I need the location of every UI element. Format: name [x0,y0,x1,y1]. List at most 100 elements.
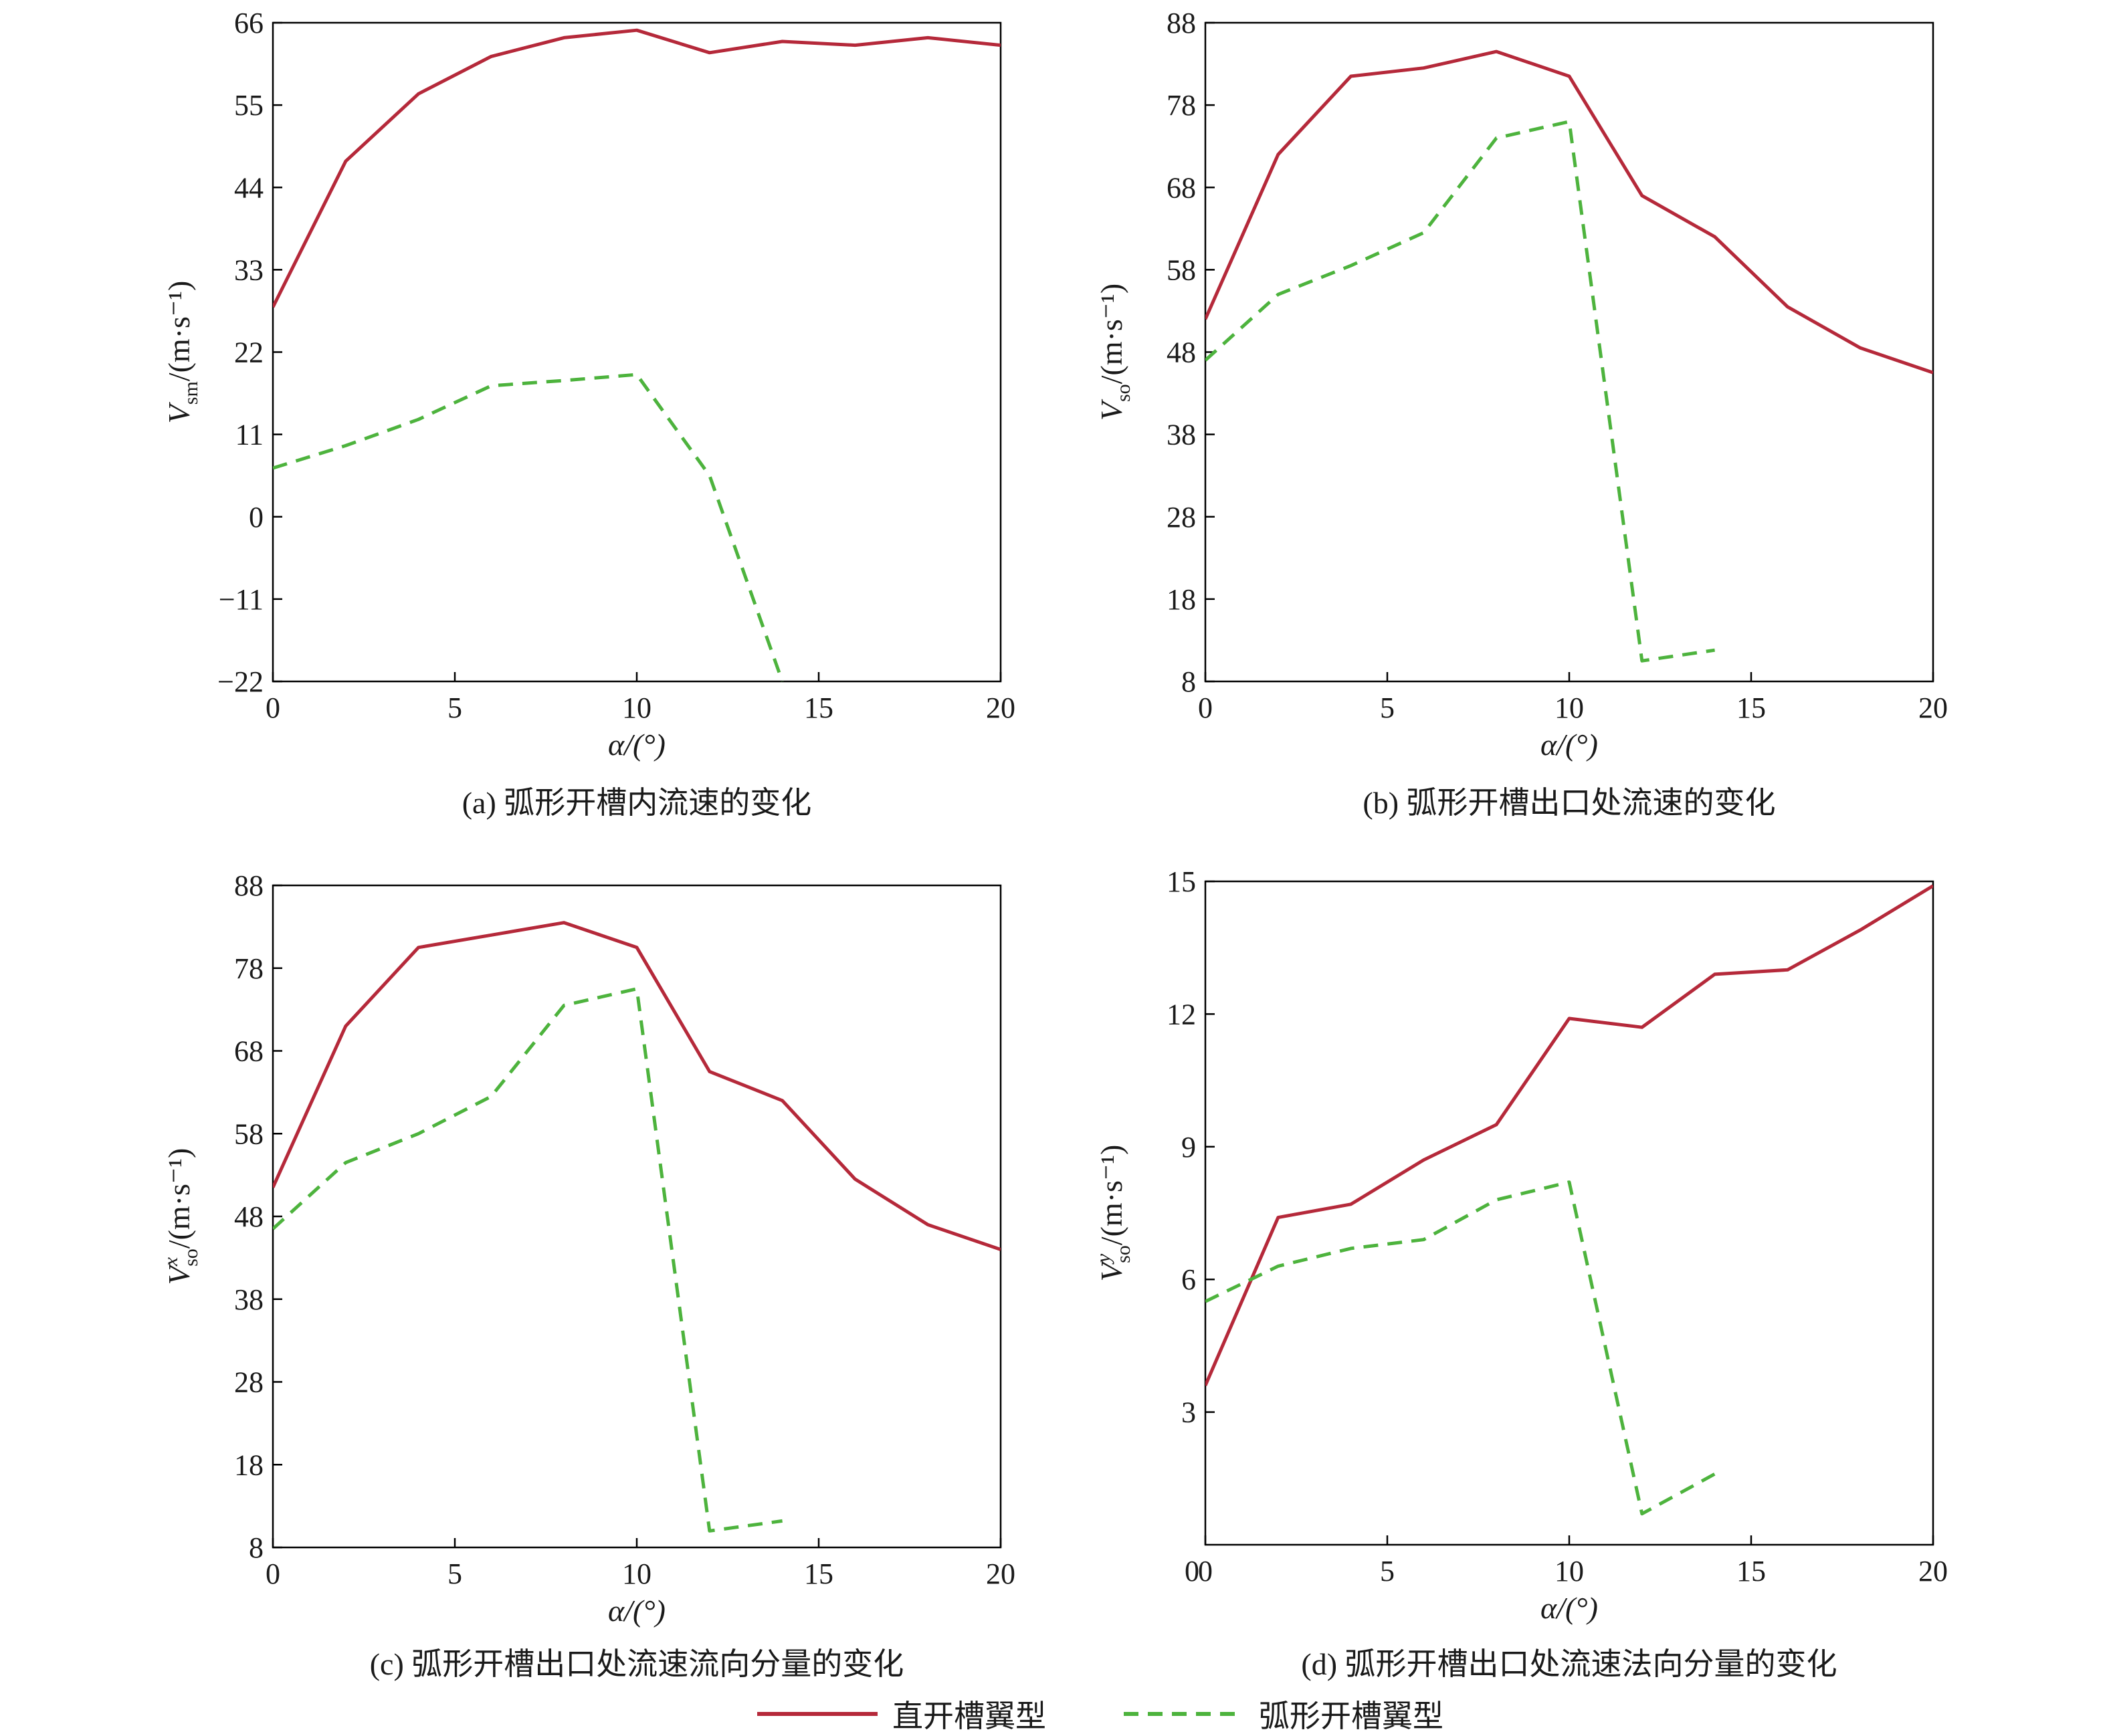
x-tick-label-a-0: 0 [266,691,280,724]
y-origin-label-d: 0 [1185,1555,1199,1588]
x-tick-label-b-15: 15 [1736,691,1766,724]
y-tick-label-b-6: 28 [1167,501,1196,534]
y-tick-label-a-1: 55 [234,89,264,122]
chart-panel-d: 0 5 10 15 20 15 12 9 6 3 0 α/(°) Vyso/(m·s⁻¹) [1092,865,1948,1625]
x-tick-label-c-15: 15 [804,1557,833,1590]
chart-panel-b: 0 5 10 15 20 88 78 68 58 48 38 28 18 8 α/(°) Vso/(m·s⁻¹… [1094,7,1948,762]
y-axis-label-symbol-d: V [1094,1259,1128,1281]
y-axis-label-sup-d: y [1092,1253,1114,1265]
y-tick-label-d-3: 6 [1181,1263,1196,1296]
series-line-straight-c [273,921,1001,1251]
y-axis-label-b: Vso/(m·s⁻¹) [1094,284,1134,421]
y-axis-label-unit-a: /(m·s⁻¹) [162,281,196,382]
caption-d: (d) 弧形开槽出口处流速法向分量的变化 [1301,1647,1837,1681]
x-tick-label-a-5: 5 [447,691,462,724]
series-group-b [1205,49,1933,663]
x-tick-label-b-5: 5 [1380,691,1395,724]
legend-item-arc: 弧形开槽翼型 [1124,1692,1443,1736]
y-axis-label-sub-b: so [1112,384,1134,402]
y-tick-label-a-3: 33 [234,253,264,286]
x-tick-label-b-0: 0 [1198,691,1213,724]
series-line-straight-b [1205,49,1933,374]
x-tick-label-a-10: 10 [622,691,651,724]
chart-panel-a: 0 5 10 15 20 66 55 44 33 22 11 0 −11 −22 α/(°) Vsm/(m·s… [162,7,1015,762]
legend-item-straight: 直开槽翼型 [757,1692,1046,1736]
y-tick-label-c-2: 68 [234,1035,264,1068]
y-tick-label-a-0: 66 [234,7,264,39]
y-tick-label-a-4: 22 [234,336,264,369]
series-group-d [1205,884,1933,1516]
legend-label-arc: 弧形开槽翼型 [1259,1699,1443,1733]
x-tick-label-a-15: 15 [804,691,833,724]
y-axis-label-symbol-a: V [162,401,196,423]
y-tick-label-d-1: 12 [1167,998,1196,1030]
x-tick-label-b-10: 10 [1554,691,1584,724]
y-tick-label-b-7: 18 [1167,583,1196,616]
legend: 直开槽翼型 弧形开槽翼型 [0,1692,2107,1733]
y-tick-label-a-7: −11 [219,583,264,616]
x-axis-label-d: α/(°) [1540,1591,1598,1625]
y-tick-label-c-3: 58 [234,1117,264,1150]
series-group-c [273,921,1001,1533]
x-tick-label-d-5: 5 [1380,1555,1395,1588]
legend-swatch-straight [757,1712,878,1716]
x-tick-label-b-20: 20 [1918,691,1948,724]
legend-label-straight: 直开槽翼型 [892,1699,1046,1733]
series-line-arc-c [273,987,783,1533]
y-axis-label-sub-d: so [1112,1245,1134,1263]
y-tick-label-b-5: 38 [1167,419,1196,451]
x-axis-label-a: α/(°) [608,728,666,762]
y-tick-label-c-6: 28 [234,1366,264,1399]
y-axis-label-sup-c: x [160,1257,182,1267]
y-tick-label-d-4: 3 [1181,1396,1196,1429]
y-axis-label-sub-a: sm [180,381,202,405]
y-axis-label-unit-b: /(m·s⁻¹) [1094,284,1128,385]
caption-b: (b) 弧形开槽出口处流速的变化 [1363,786,1776,820]
x-tick-label-c-10: 10 [622,1557,651,1590]
y-tick-label-c-1: 78 [234,952,264,985]
y-tick-label-b-0: 88 [1167,7,1196,39]
caption-a: (a) 弧形开槽内流速的变化 [462,786,812,820]
y-tick-label-c-5: 38 [234,1283,264,1316]
x-tick-label-d-20: 20 [1918,1555,1948,1588]
y-tick-label-c-8: 8 [249,1531,264,1564]
y-axis-label-sub-c: so [180,1249,202,1267]
plot-frame-b [1204,21,1934,683]
series-group-a [273,28,1001,682]
series-line-arc-d [1205,1180,1716,1516]
x-tick-label-d-15: 15 [1736,1555,1766,1588]
y-tick-label-d-0: 15 [1167,865,1196,898]
y-tick-label-a-2: 44 [234,171,264,204]
x-tick-label-c-5: 5 [447,1557,462,1590]
plot-frame-d [1204,880,1934,1546]
legend-swatch-arc [1124,1712,1244,1716]
x-tick-label-c-20: 20 [986,1557,1015,1590]
series-line-straight-a [273,28,1001,308]
series-line-arc-a [273,372,784,682]
y-axis-label-c: Vxso/(m·s⁻¹) [160,1148,202,1285]
y-tick-label-c-7: 18 [234,1448,264,1481]
y-axis-label-unit-d: /(m·s⁻¹) [1094,1145,1128,1246]
x-tick-label-d-0: 0 [1198,1555,1213,1588]
y-axis-label-unit-c: /(m·s⁻¹) [162,1148,196,1249]
x-tick-label-a-20: 20 [986,691,1015,724]
x-tick-label-c-0: 0 [266,1557,280,1590]
y-tick-label-b-3: 58 [1167,253,1196,286]
chart-panel-c: 0 5 10 15 20 88 78 68 58 48 38 28 18 8 α/(°) Vxso/(m·s⁻… [160,869,1015,1628]
y-axis-label-symbol-c: V [162,1263,196,1285]
y-tick-label-b-4: 48 [1167,336,1196,369]
y-axis-label-symbol-b: V [1094,399,1128,421]
plot-frame-a [272,21,1002,683]
series-line-arc-b [1205,120,1715,663]
series-line-straight-d [1205,884,1933,1386]
x-axis-label-b: α/(°) [1540,728,1598,762]
y-tick-label-c-0: 88 [234,869,264,902]
y-tick-label-b-8: 8 [1181,665,1196,698]
y-axis-label-a: Vsm/(m·s⁻¹) [162,281,202,424]
x-axis-label-c: α/(°) [608,1594,666,1628]
y-tick-label-b-2: 68 [1167,171,1196,204]
y-tick-label-a-8: −22 [217,665,264,698]
y-tick-label-c-4: 48 [234,1200,264,1233]
caption-c: (c) 弧形开槽出口处流速流向分量的变化 [369,1647,904,1681]
